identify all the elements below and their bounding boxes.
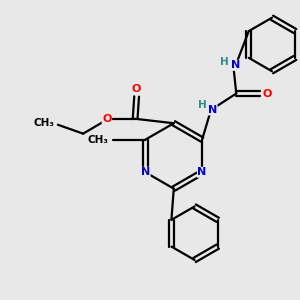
- Text: N: N: [197, 167, 207, 177]
- Text: O: O: [102, 114, 112, 124]
- Text: N: N: [231, 60, 240, 70]
- Text: CH₃: CH₃: [87, 135, 108, 145]
- Text: O: O: [263, 88, 272, 98]
- Text: N: N: [208, 105, 217, 115]
- Text: O: O: [132, 84, 141, 94]
- Text: N: N: [141, 167, 150, 177]
- Text: CH₃: CH₃: [34, 118, 55, 128]
- Text: H: H: [198, 100, 207, 110]
- Text: H: H: [220, 57, 229, 67]
